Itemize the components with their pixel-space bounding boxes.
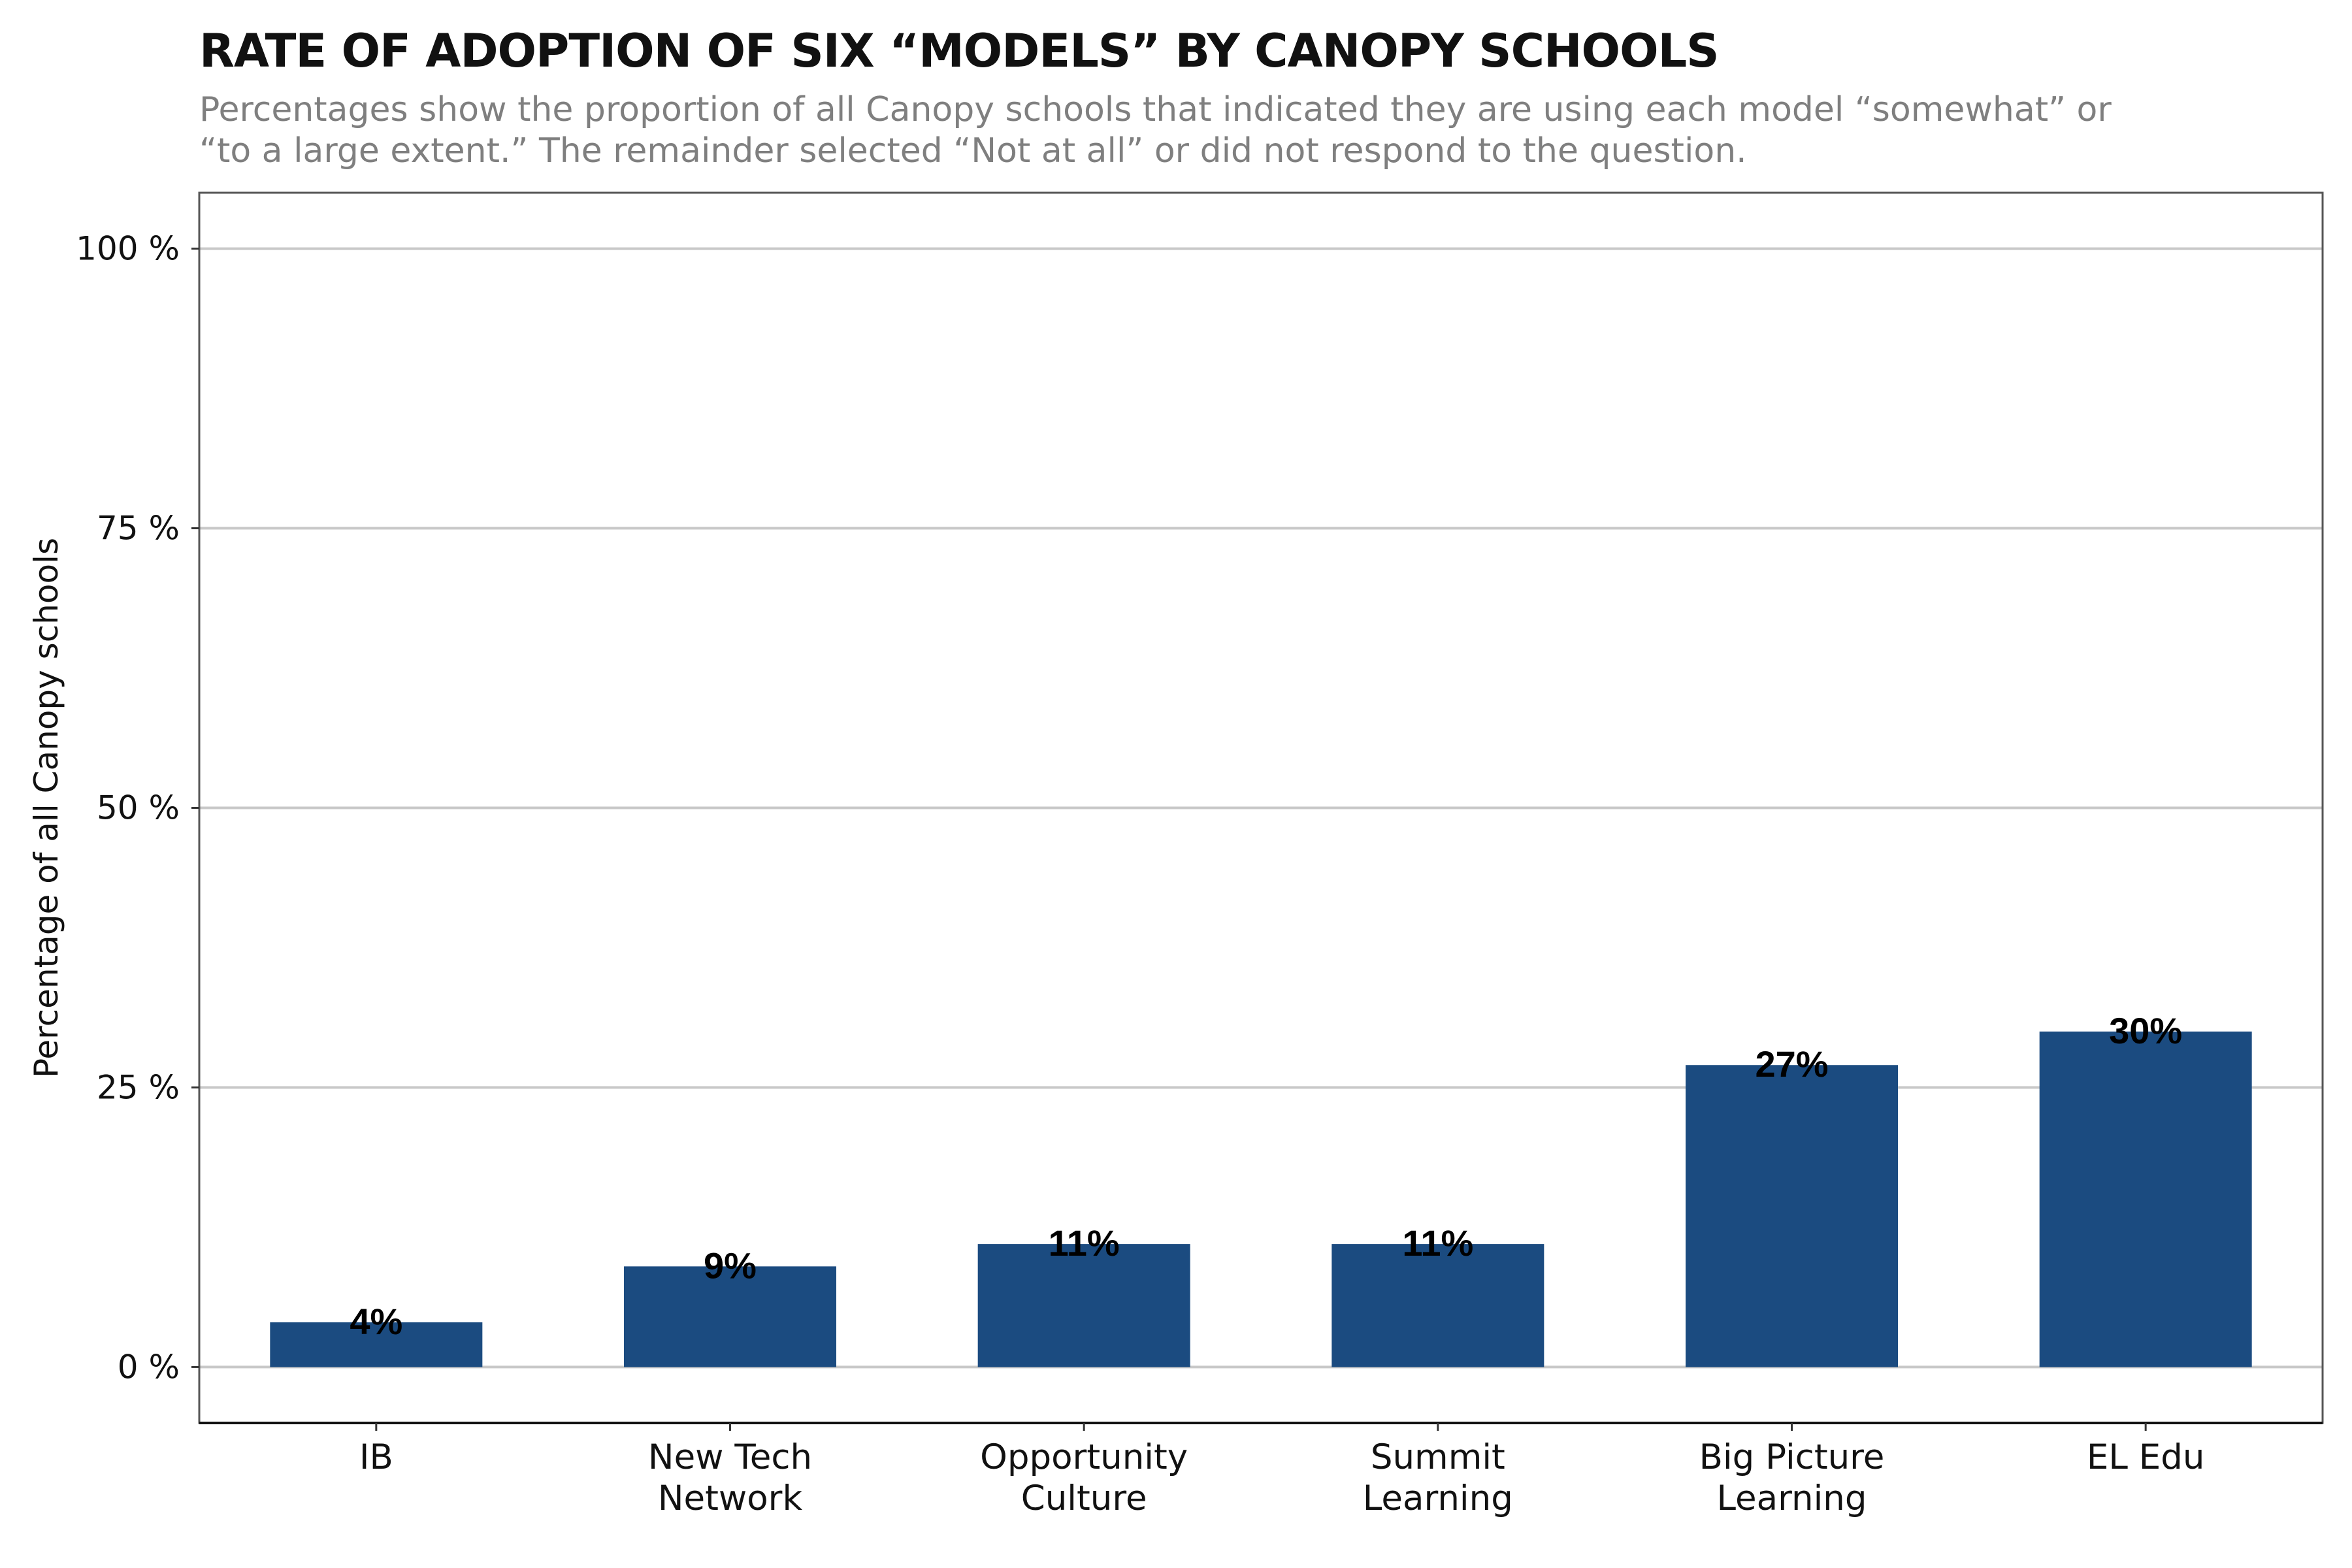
y-axis-ticks: 0 % 25 % 50 % 75 % 100 % (76, 230, 199, 1386)
x-tick-label-4-line-1: Learning (1716, 1478, 1867, 1518)
x-tick-label-4-line-0: Big Picture (1699, 1437, 1885, 1477)
chart-title: RATE OF ADOPTION OF SIX “MODELS” BY CANO… (199, 24, 1719, 78)
data-label-3: 11% (1402, 1222, 1473, 1264)
x-tick-label-5-line-0: EL Edu (2087, 1437, 2205, 1477)
bar-2 (977, 1244, 1190, 1367)
bar-0 (270, 1322, 483, 1367)
y-tick-label-100: 100 % (76, 230, 180, 268)
x-tick-label-3-line-1: Learning (1363, 1478, 1513, 1518)
y-tick-label-50: 50 % (97, 789, 180, 827)
bars (270, 1031, 2252, 1367)
x-tick-label-1-line-0: New Tech (648, 1437, 812, 1477)
y-tick-label-0: 0 % (118, 1348, 180, 1386)
chart-subtitle-line-1: Percentages show the proportion of all C… (199, 90, 2112, 129)
data-label-2: 11% (1049, 1222, 1120, 1264)
data-label-4: 27% (1755, 1043, 1828, 1085)
plot-area: 4% 9% 11% 11% 27% 30% (198, 191, 2324, 1424)
bar-1 (624, 1266, 836, 1367)
y-tick-label-75: 75 % (97, 510, 180, 547)
bar-3 (1331, 1244, 1544, 1367)
y-tick-label-25: 25 % (97, 1068, 180, 1106)
data-labels: 4% 9% 11% 11% 27% 30% (350, 1010, 2182, 1342)
x-tick-label-3-line-0: Summit (1371, 1437, 1505, 1477)
x-tick-label-2-line-1: Culture (1021, 1478, 1147, 1518)
bar-4 (1686, 1065, 1898, 1367)
y-axis-label: Percentage of all Canopy schools (27, 538, 65, 1078)
data-label-1: 9% (704, 1245, 757, 1286)
chart-subtitle-line-2: “to a large extent.” The remainder selec… (199, 131, 1747, 171)
gridlines (199, 247, 2323, 1369)
x-tick-label-2-line-0: Opportunity (980, 1437, 1188, 1477)
x-tick-label-0-line-0: IB (359, 1437, 393, 1477)
bar-5 (2039, 1031, 2252, 1367)
data-label-0: 4% (350, 1301, 402, 1342)
data-label-5: 30% (2109, 1010, 2182, 1051)
x-tick-label-1-line-1: Network (658, 1478, 803, 1518)
